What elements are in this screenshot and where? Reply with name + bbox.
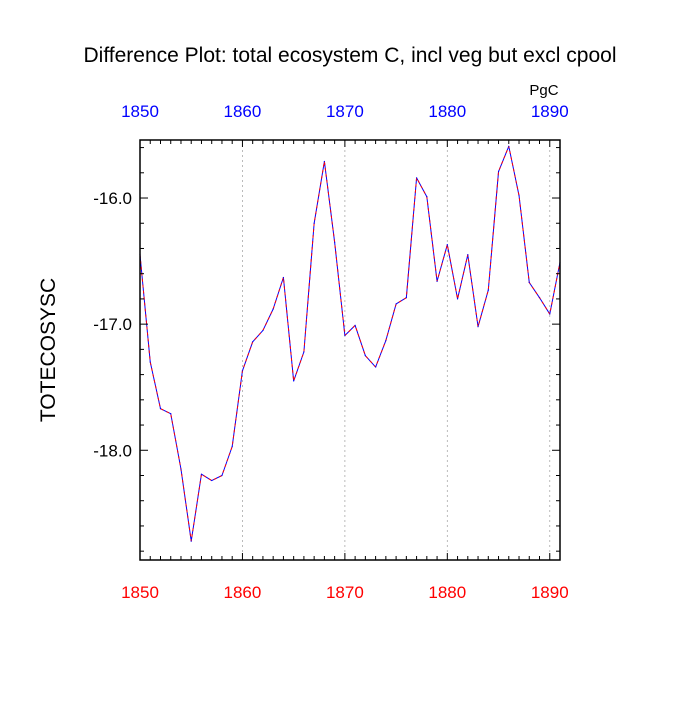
- data-point: [508, 145, 510, 147]
- data-point: [426, 196, 428, 198]
- data-point: [549, 313, 551, 315]
- data-point: [262, 329, 264, 332]
- y-tick-label: -17.0: [93, 315, 132, 334]
- data-point: [436, 280, 438, 282]
- x-tick-label-bottom: 1880: [428, 583, 466, 602]
- data-point: [211, 479, 213, 482]
- data-point: [200, 473, 203, 475]
- tick-labels: 1850 1850 1860 1860 1870 1870 1880 1880 1890 1890…: [93, 102, 568, 602]
- data-point: [313, 222, 315, 224]
- x-tick-label-bottom: 1860: [224, 583, 262, 602]
- x-tick-label-top: 1870: [326, 102, 364, 121]
- series-line-primary: [139, 145, 561, 542]
- data-point: [344, 334, 346, 337]
- data-point: [323, 160, 325, 163]
- data-point: [149, 361, 151, 363]
- axis-ticks: [139, 140, 561, 560]
- data-point: [528, 281, 530, 284]
- y-axis-label: TOTECOSYSC: [37, 278, 60, 422]
- x-tick-label-top: 1890: [531, 102, 569, 121]
- y-tick-label: -18.0: [93, 441, 132, 460]
- data-point: [385, 339, 387, 342]
- y-tick-label: -16.0: [93, 189, 132, 208]
- data-point: [405, 297, 407, 299]
- data-point: [252, 341, 254, 343]
- data-point: [467, 254, 469, 256]
- data-point: [334, 241, 336, 243]
- data-point: [272, 308, 274, 310]
- units-label: PgC: [529, 82, 558, 99]
- data-point: [282, 276, 285, 279]
- x-tick-label-bottom: 1870: [326, 583, 364, 602]
- data-point: [221, 474, 223, 477]
- grid-lines: [242, 140, 551, 560]
- data-point: [159, 408, 162, 410]
- data-point: [456, 298, 459, 300]
- data-point: [538, 297, 541, 299]
- data-point: [497, 170, 500, 173]
- data-point: [395, 303, 397, 305]
- data-point: [303, 351, 305, 353]
- data-point: [354, 324, 356, 327]
- chart-title: Difference Plot: total ecosystem C, incl…: [83, 44, 616, 67]
- data-point: [231, 445, 233, 448]
- data-point: [487, 289, 489, 291]
- data-point: [415, 177, 418, 179]
- data-point: [180, 468, 182, 470]
- data-point: [518, 194, 520, 197]
- data-point: [170, 413, 172, 415]
- data-point: [375, 366, 377, 368]
- data-point: [293, 380, 295, 382]
- data-point: [364, 355, 366, 357]
- x-tick-label-bottom: 1890: [531, 583, 569, 602]
- data-point: [477, 326, 479, 328]
- x-tick-label-bottom: 1850: [121, 583, 159, 602]
- data-point: [446, 244, 448, 246]
- series-line-secondary: [139, 145, 561, 542]
- data-point: [241, 370, 244, 372]
- data-point: [190, 540, 192, 542]
- plot-frame: [139, 139, 561, 561]
- series-layer: [139, 145, 561, 542]
- x-tick-label-top: 1880: [428, 102, 466, 121]
- x-tick-label-top: 1860: [224, 102, 262, 121]
- x-tick-label-top: 1850: [121, 102, 159, 121]
